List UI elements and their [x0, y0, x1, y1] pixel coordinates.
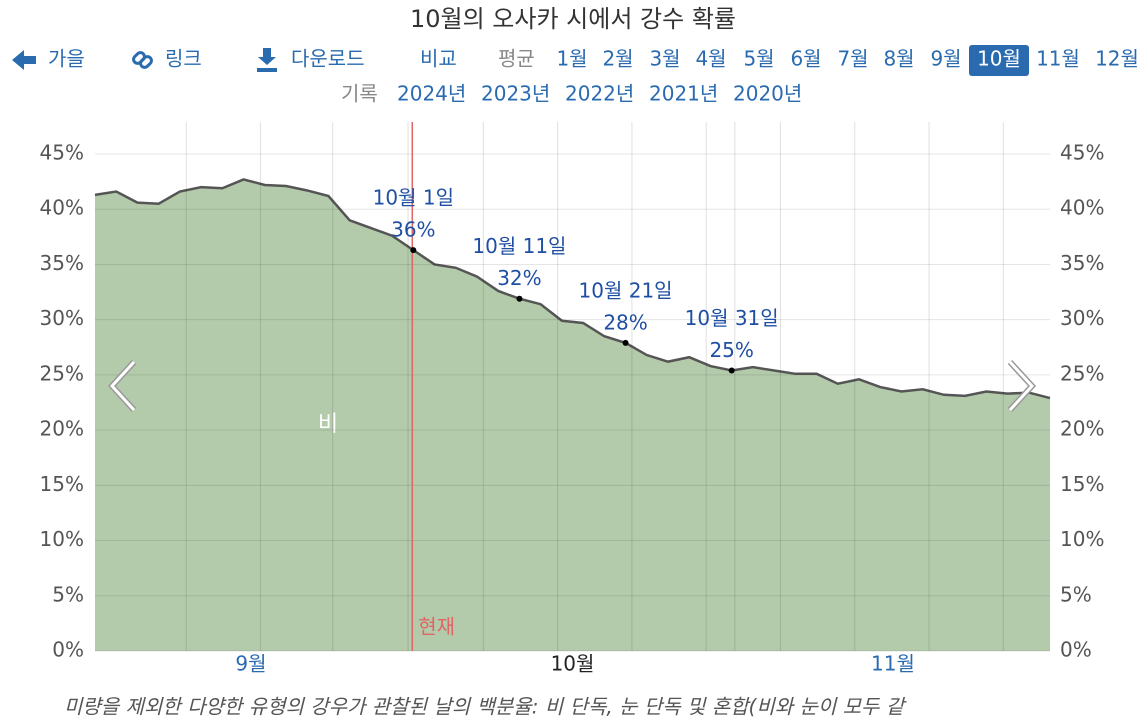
- year-link[interactable]: 2023년: [481, 82, 550, 106]
- month-link[interactable]: 5월: [743, 47, 774, 71]
- area: [95, 179, 1050, 651]
- now-label: 현재: [418, 615, 455, 639]
- annotation-label: 10월 1일: [373, 186, 454, 210]
- year-link[interactable]: 2020년: [733, 82, 802, 106]
- y-tick-label: 40%: [40, 196, 84, 220]
- month-link[interactable]: 10월: [977, 47, 1021, 71]
- y2-tick-label: 40%: [1060, 196, 1104, 220]
- plot-area: 비 0% 0% 5% 5% 10% 10% 15% 15% 20% 20% 25% 25% 30% 30% 3…: [40, 122, 1104, 676]
- nav-link[interactable]: 비교: [420, 47, 457, 71]
- x-tick-label: 11월: [871, 652, 915, 676]
- y-tick-label: 35%: [40, 251, 84, 275]
- annotation-value: 25%: [709, 338, 753, 362]
- download-icon[interactable]: [257, 48, 277, 72]
- y-tick-label: 0%: [52, 638, 84, 662]
- x-tick-label: 10월: [551, 652, 595, 676]
- nav-link[interactable]: 가을: [48, 47, 85, 71]
- annotation-point: [622, 339, 629, 346]
- annotation-label: 10월 31일: [685, 306, 779, 330]
- y-tick-label: 45%: [40, 141, 84, 165]
- y2-tick-label: 35%: [1060, 251, 1104, 275]
- nav-arrow[interactable]: [109, 360, 136, 412]
- y-tick-label: 30%: [40, 306, 84, 330]
- annotation-value: 36%: [391, 218, 435, 242]
- y-tick-label: 20%: [40, 417, 84, 441]
- annotation-label: 10월 21일: [579, 278, 673, 302]
- y2-tick-label: 10%: [1060, 527, 1104, 551]
- y-tick-label: 10%: [40, 527, 84, 551]
- year-link[interactable]: 2024년: [397, 82, 466, 106]
- y-tick-label: 5%: [52, 582, 84, 606]
- x-tick-label: 9월: [235, 652, 266, 676]
- nav-arrow[interactable]: [1008, 360, 1035, 412]
- nav-link[interactable]: 다운로드: [291, 47, 365, 71]
- caption: 미량을 제외한 다양한 유형의 강우가 관찰된 날의 백분율: 비 단독, 눈 …: [64, 695, 907, 719]
- annotation-value: 28%: [603, 310, 647, 334]
- y2-tick-label: 45%: [1060, 141, 1104, 165]
- nav-link[interactable]: 링크: [165, 47, 202, 71]
- annotation-point: [728, 367, 735, 374]
- month-link[interactable]: 11월: [1036, 47, 1080, 71]
- annotation-value: 32%: [497, 266, 541, 290]
- y2-tick-label: 30%: [1060, 306, 1104, 330]
- y2-tick-label: 25%: [1060, 361, 1104, 385]
- history-label: 기록: [341, 82, 378, 106]
- month-link[interactable]: 2월: [602, 47, 633, 71]
- month-link[interactable]: 1월: [556, 47, 587, 71]
- y2-tick-label: 15%: [1060, 472, 1104, 496]
- y2-tick-label: 5%: [1060, 582, 1092, 606]
- line: [94, 178, 1051, 400]
- month-link[interactable]: 8월: [883, 47, 914, 71]
- series-label: 비: [318, 412, 338, 437]
- title: 10월의 오사카 시에서 강수 확률: [410, 5, 736, 33]
- month-link[interactable]: 7월: [837, 47, 868, 71]
- y2-tick-label: 0%: [1060, 638, 1092, 662]
- annotation-label: 10월 11일: [472, 234, 566, 258]
- link-icon[interactable]: [132, 51, 153, 69]
- annotation-point: [516, 295, 523, 302]
- month-link[interactable]: 9월: [930, 47, 961, 71]
- selected-month: [969, 45, 1029, 76]
- year-link[interactable]: 2022년: [565, 82, 634, 106]
- y-tick-label: 15%: [40, 472, 84, 496]
- y2-tick-label: 20%: [1060, 417, 1104, 441]
- annotation-point: [410, 247, 417, 254]
- year-link[interactable]: 2021년: [649, 82, 718, 106]
- month-link[interactable]: 6월: [790, 47, 821, 71]
- month-link[interactable]: 4월: [695, 47, 726, 71]
- average-label: 평균: [498, 47, 535, 71]
- back-icon[interactable]: [12, 50, 36, 70]
- y-tick-label: 25%: [40, 361, 84, 385]
- month-link[interactable]: 3월: [649, 47, 680, 71]
- month-link[interactable]: 12월: [1095, 47, 1139, 71]
